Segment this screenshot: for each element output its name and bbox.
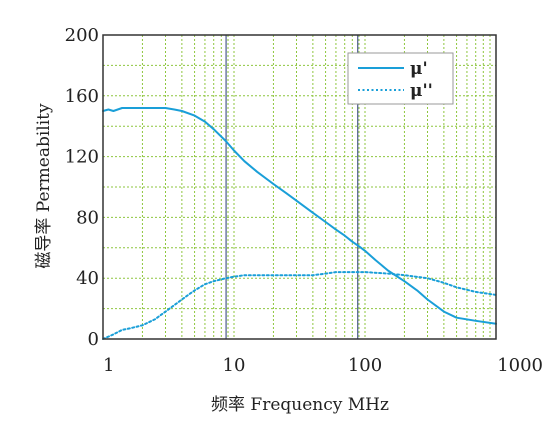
tick-labels: 0 40 80 120 160 200 1 10 100 1000: [65, 25, 543, 376]
x-tick-label: 1: [103, 355, 114, 376]
x-tick-label: 100: [348, 355, 382, 376]
legend: μ' μ'': [347, 52, 454, 105]
plot-frame: [102, 34, 497, 340]
x-axis-title: 频率 Frequency MHz: [211, 395, 389, 415]
legend-box: [347, 52, 454, 105]
y-tick-label: 160: [65, 86, 99, 107]
grid-layer: [103, 35, 496, 339]
series-layer: [102, 107, 497, 340]
series-line-mu-double-prime: [102, 271, 497, 340]
legend-label-mu-prime: μ': [410, 59, 428, 79]
series-line-mu-prime: [102, 107, 497, 325]
y-tick-label: 40: [76, 268, 99, 289]
y-axis-title: 磁导率 Permeability: [34, 103, 54, 269]
x-tick-label: 10: [223, 355, 246, 376]
x-tick-label: 1000: [497, 355, 543, 376]
y-tick-label: 200: [65, 25, 99, 46]
y-tick-label: 80: [76, 207, 99, 228]
y-tick-label: 0: [88, 329, 99, 350]
y-tick-label: 120: [65, 147, 99, 168]
legend-label-mu-double-prime: μ'': [410, 81, 433, 101]
